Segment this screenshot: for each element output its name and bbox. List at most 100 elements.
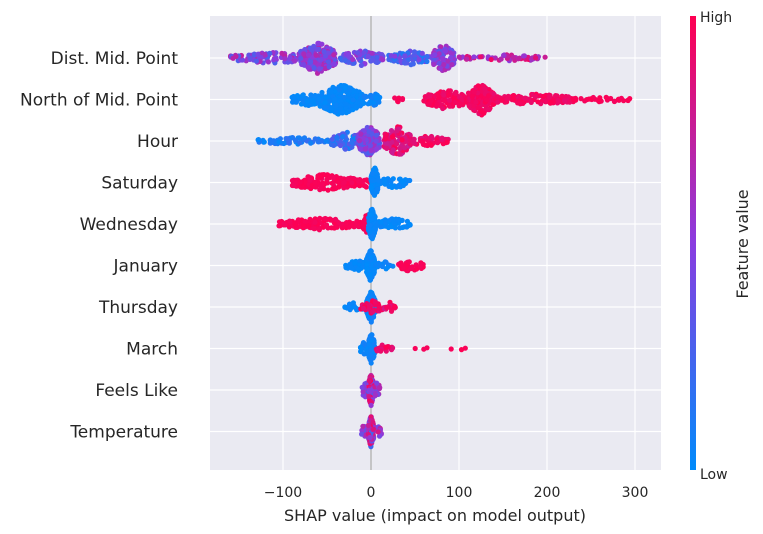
shap-point: [367, 99, 373, 105]
shap-point: [369, 215, 376, 222]
shap-point: [505, 93, 511, 99]
shap-point: [445, 92, 451, 98]
shap-point: [407, 177, 413, 184]
shap-point: [366, 393, 372, 399]
x-tick-label: 100: [446, 485, 473, 501]
shap-point: [343, 110, 349, 116]
shap-point: [368, 147, 374, 153]
shap-point: [442, 48, 449, 54]
shap-point: [262, 52, 268, 58]
shap-point: [473, 99, 479, 105]
shap-point: [368, 347, 374, 353]
shap-point: [464, 56, 470, 62]
shap-point: [349, 265, 355, 271]
shap-point: [375, 186, 381, 192]
shap-point: [267, 50, 273, 56]
shap-point: [281, 140, 287, 147]
shap-point: [533, 55, 539, 61]
shap-point: [389, 182, 395, 189]
shap-point: [295, 217, 301, 223]
shap-point: [518, 94, 524, 100]
shap-point: [368, 185, 375, 191]
shap-point: [627, 96, 633, 102]
shap-point: [322, 215, 328, 222]
shap-point: [446, 88, 452, 94]
x-axis-title: SHAP value (impact on model output): [284, 506, 586, 525]
shap-point: [428, 142, 434, 148]
shap-point: [335, 179, 341, 185]
shap-point: [358, 146, 365, 152]
shap-point: [389, 139, 395, 145]
shap-point: [428, 133, 435, 140]
shap-point: [323, 94, 329, 100]
shap-point: [297, 179, 303, 185]
shap-point: [317, 215, 323, 221]
shap-point: [533, 94, 539, 100]
colorbar-low-label: Low: [700, 467, 728, 483]
shap-point: [319, 180, 325, 187]
shap-point: [396, 182, 402, 188]
shap-point: [397, 145, 403, 151]
shap-point: [333, 102, 340, 108]
shap-point: [390, 263, 396, 269]
beeswarm-points: [228, 40, 633, 450]
shap-point: [597, 95, 603, 101]
shap-point: [304, 98, 310, 104]
shap-point: [367, 248, 373, 254]
feature-label: January: [113, 257, 178, 277]
shap-point: [567, 99, 573, 105]
shap-point: [422, 142, 428, 148]
shap-point: [306, 223, 312, 229]
shap-point: [366, 387, 372, 393]
shap-point: [292, 58, 298, 64]
feature-label: Wednesday: [80, 215, 178, 235]
shap-point: [445, 58, 451, 64]
shap-point: [349, 180, 355, 186]
shap-point: [230, 55, 236, 61]
shap-point: [341, 179, 347, 186]
shap-point: [361, 50, 367, 56]
shap-point: [316, 227, 322, 233]
shap-point: [488, 56, 494, 63]
shap-point: [367, 357, 373, 363]
shap-point: [310, 97, 316, 103]
shap-point: [378, 224, 384, 230]
feature-label: Feels Like: [95, 381, 178, 401]
shap-point: [291, 95, 297, 101]
shap-point: [356, 138, 363, 144]
shap-point: [548, 99, 554, 105]
shap-point: [305, 52, 312, 58]
shap-point: [316, 96, 322, 102]
shap-point: [282, 56, 288, 62]
shap-point: [380, 57, 386, 63]
shap-point: [374, 146, 380, 152]
shap-point: [332, 216, 339, 222]
shap-point: [477, 54, 484, 60]
shap-point: [338, 56, 344, 62]
shap-point: [410, 61, 416, 67]
shap-point: [369, 332, 375, 338]
shap-point: [367, 222, 373, 228]
shap-point: [376, 99, 382, 105]
shap-point: [282, 222, 288, 228]
shap-point: [376, 260, 382, 266]
shap-point: [436, 60, 442, 66]
feature-label: Hour: [137, 132, 178, 152]
shap-point: [370, 57, 376, 63]
shap-point: [346, 59, 352, 65]
shap-point: [367, 212, 373, 218]
shap-point: [376, 433, 383, 439]
shap-point: [366, 378, 372, 384]
shap-point: [332, 185, 338, 191]
shap-point: [419, 50, 425, 56]
shap-point: [399, 137, 405, 143]
shap-point: [486, 93, 492, 99]
shap-point: [367, 434, 373, 441]
shap-point: [323, 138, 329, 144]
shap-point: [399, 96, 406, 103]
shap-point: [338, 105, 344, 111]
shap-point: [377, 385, 383, 391]
shap-point: [441, 62, 447, 68]
x-tick-label: 200: [534, 485, 561, 501]
shap-point: [330, 175, 336, 181]
